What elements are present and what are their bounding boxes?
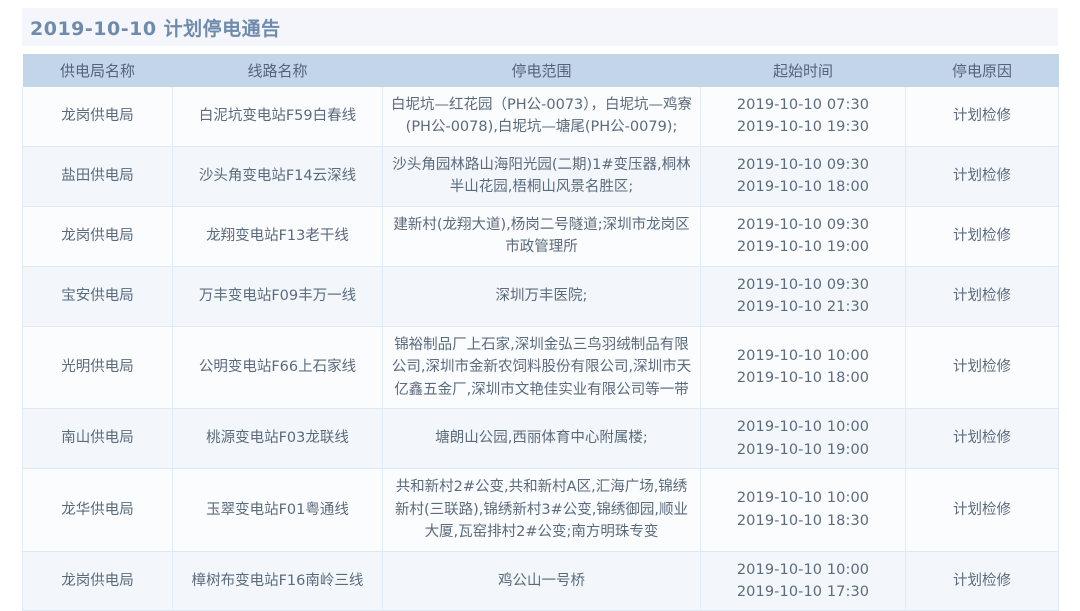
start-time: 2019-10-10 10:00	[736, 561, 870, 578]
column-header-line: 线路名称	[172, 54, 383, 87]
start-time: 2019-10-10 09:30	[736, 156, 870, 173]
cell-reason: 计划检修	[905, 551, 1059, 611]
page-title-band: 2019-10-10 计划停电通告	[22, 8, 1058, 46]
cell-bureau: 龙岗供电局	[22, 551, 173, 611]
cell-line: 沙头角变电站F14云深线	[172, 146, 383, 207]
column-header-bureau: 供电局名称	[22, 54, 173, 87]
cell-scope: 塘朗山公园,西丽体育中心附属楼;	[382, 408, 701, 470]
cell-scope: 建新村(龙翔大道),杨岗二号隧道;深圳市龙岗区市政管理所	[382, 206, 701, 267]
end-time: 2019-10-10 19:00	[736, 441, 870, 458]
cell-time: 2019-10-10 09:30 2019-10-10 18:00	[700, 146, 906, 207]
cell-time: 2019-10-10 09:30 2019-10-10 19:00	[700, 206, 906, 267]
cell-line: 公明变电站F66上石家线	[172, 326, 383, 410]
table-row: 光明供电局 公明变电站F66上石家线 锦裕制品厂上石家,深圳金弘三鸟羽绒制品有限…	[22, 326, 1059, 410]
cell-time: 2019-10-10 07:30 2019-10-10 19:30	[700, 87, 906, 147]
start-time: 2019-10-10 10:00	[736, 419, 870, 436]
start-time: 2019-10-10 07:30	[736, 97, 870, 113]
end-time: 2019-10-10 19:30	[736, 119, 870, 136]
start-time: 2019-10-10 09:30	[736, 276, 870, 293]
start-time: 2019-10-10 10:00	[736, 347, 870, 364]
cell-bureau: 光明供电局	[22, 326, 173, 410]
cell-bureau: 盐田供电局	[22, 146, 173, 207]
start-time: 2019-10-10 09:30	[736, 216, 870, 233]
cell-time: 2019-10-10 10:00 2019-10-10 18:30	[700, 468, 906, 552]
cell-reason: 计划检修	[905, 468, 1059, 552]
column-header-reason: 停电原因	[905, 54, 1059, 87]
cell-bureau: 龙岗供电局	[22, 206, 173, 267]
table-header-row: 供电局名称 线路名称 停电范围 起始时间 停电原因	[22, 54, 1059, 87]
cell-line: 白泥坑变电站F59白春线	[172, 87, 383, 147]
outage-table: 供电局名称 线路名称 停电范围 起始时间 停电原因 龙岗供电局 白泥坑变电站F5…	[22, 54, 1059, 611]
table-row: 盐田供电局 沙头角变电站F14云深线 沙头角园林路山海阳光园(二期)1#变压器,…	[22, 146, 1059, 207]
cell-scope: 白坭坑—红花园（PH公-0073），白坭坑—鸡寮(PH公-0078),白坭坑—塘…	[382, 87, 701, 147]
page-title: 2019-10-10 计划停电通告	[30, 17, 281, 40]
cell-scope: 深圳万丰医院;	[382, 266, 701, 327]
cell-scope: 共和新村2#公变,共和新村A区,汇海广场,锦绣新村(三联路),锦绣新村3#公变,…	[382, 468, 701, 552]
cell-time: 2019-10-10 10:00 2019-10-10 19:00	[700, 408, 906, 470]
outage-table-container: 供电局名称 线路名称 停电范围 起始时间 停电原因 龙岗供电局 白泥坑变电站F5…	[22, 54, 1059, 611]
cell-scope: 鸡公山一号桥	[382, 551, 701, 611]
end-time: 2019-10-10 21:30	[736, 299, 870, 316]
cell-time: 2019-10-10 09:30 2019-10-10 21:30	[700, 266, 906, 327]
table-row: 南山供电局 桃源变电站F03龙联线 塘朗山公园,西丽体育中心附属楼; 2019-…	[22, 408, 1059, 470]
column-header-scope: 停电范围	[382, 54, 701, 87]
cell-reason: 计划检修	[905, 87, 1059, 147]
cell-reason: 计划检修	[905, 408, 1059, 470]
table-row: 龙华供电局 玉翠变电站F01粤通线 共和新村2#公变,共和新村A区,汇海广场,锦…	[22, 468, 1059, 552]
table-body: 龙岗供电局 白泥坑变电站F59白春线 白坭坑—红花园（PH公-0073），白坭坑…	[22, 87, 1059, 611]
cell-line: 玉翠变电站F01粤通线	[172, 468, 383, 552]
cell-line: 龙翔变电站F13老干线	[172, 206, 383, 267]
cell-reason: 计划检修	[905, 266, 1059, 327]
cell-bureau: 龙华供电局	[22, 468, 173, 552]
end-time: 2019-10-10 18:00	[736, 370, 870, 387]
end-time: 2019-10-10 19:00	[736, 239, 870, 256]
cell-scope: 锦裕制品厂上石家,深圳金弘三鸟羽绒制品有限公司,深圳市金新农饲料股份有限公司,深…	[382, 326, 701, 410]
table-header: 供电局名称 线路名称 停电范围 起始时间 停电原因	[22, 54, 1059, 87]
table-row: 宝安供电局 万丰变电站F09丰万一线 深圳万丰医院; 2019-10-10 09…	[22, 266, 1059, 327]
cell-reason: 计划检修	[905, 146, 1059, 207]
cell-reason: 计划检修	[905, 206, 1059, 267]
cell-time: 2019-10-10 10:00 2019-10-10 18:00	[700, 326, 906, 410]
cell-bureau: 龙岗供电局	[22, 87, 173, 147]
cell-scope: 沙头角园林路山海阳光园(二期)1#变压器,桐林半山花园,梧桐山风景名胜区;	[382, 146, 701, 207]
table-row: 龙岗供电局 白泥坑变电站F59白春线 白坭坑—红花园（PH公-0073），白坭坑…	[22, 87, 1059, 147]
cell-line: 樟树布变电站F16南岭三线	[172, 551, 383, 611]
cell-time: 2019-10-10 10:00 2019-10-10 17:30	[700, 551, 906, 611]
cell-bureau: 南山供电局	[22, 408, 173, 470]
cell-line: 万丰变电站F09丰万一线	[172, 266, 383, 327]
table-row: 龙岗供电局 樟树布变电站F16南岭三线 鸡公山一号桥 2019-10-10 10…	[22, 551, 1059, 611]
cell-line: 桃源变电站F03龙联线	[172, 408, 383, 470]
cell-reason: 计划检修	[905, 326, 1059, 410]
end-time: 2019-10-10 17:30	[736, 583, 870, 600]
table-row: 龙岗供电局 龙翔变电站F13老干线 建新村(龙翔大道),杨岗二号隧道;深圳市龙岗…	[22, 206, 1059, 267]
column-header-time: 起始时间	[700, 54, 906, 87]
start-time: 2019-10-10 10:00	[736, 490, 870, 507]
end-time: 2019-10-10 18:00	[736, 179, 870, 196]
cell-bureau: 宝安供电局	[22, 266, 173, 327]
end-time: 2019-10-10 18:30	[736, 512, 870, 529]
